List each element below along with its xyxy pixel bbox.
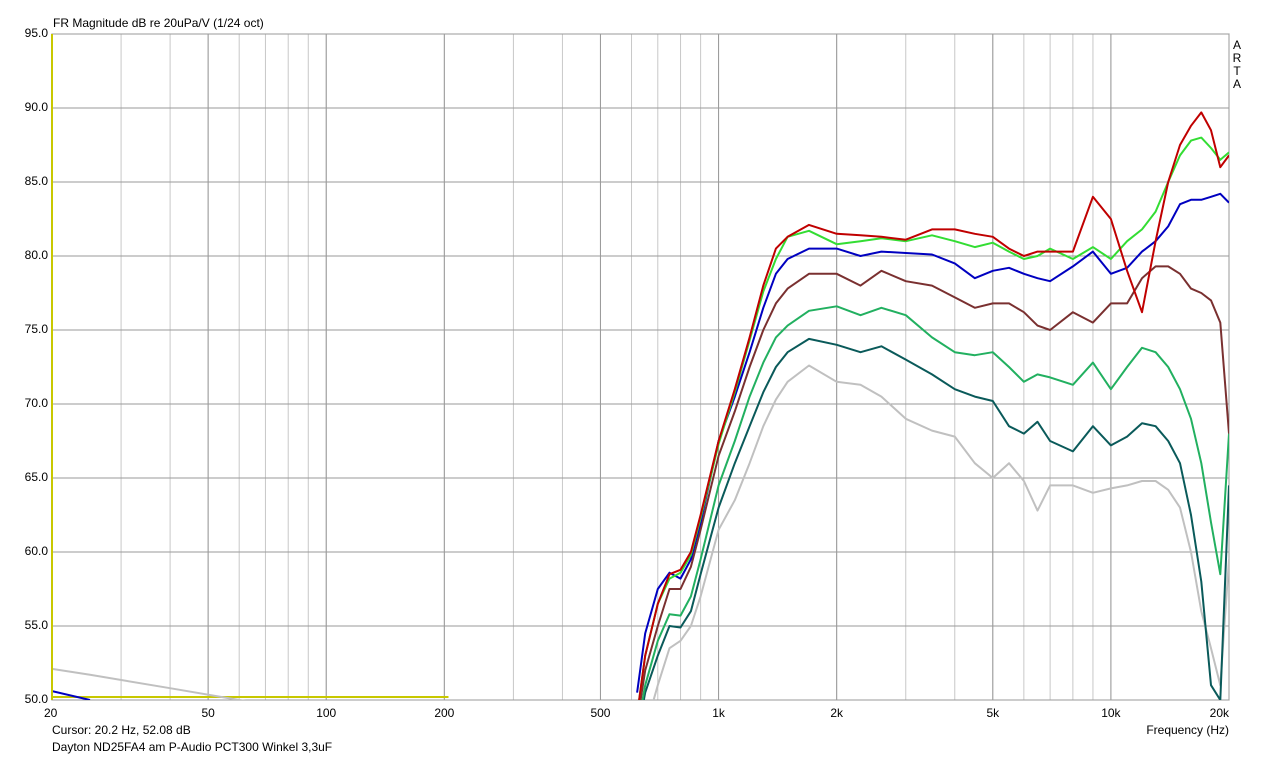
brand: ARTA xyxy=(1230,38,1244,90)
y-tick-label: 85.0 xyxy=(25,174,49,188)
x-axis-label: Frequency (Hz) xyxy=(1146,723,1229,737)
x-tick-label: 20 xyxy=(44,706,58,720)
y-tick-label: 80.0 xyxy=(25,248,49,262)
x-tick-label: 500 xyxy=(590,706,610,720)
y-tick-label: 50.0 xyxy=(25,692,49,706)
x-tick-label: 5k xyxy=(986,706,1000,720)
x-tick-label: 100 xyxy=(316,706,336,720)
series-line xyxy=(641,305,1229,700)
subtitle: Dayton ND25FA4 am P-Audio PCT300 Winkel … xyxy=(52,740,332,754)
series-line xyxy=(642,337,1229,700)
cursor-readout: Cursor: 20.2 Hz, 52.08 dB xyxy=(52,723,191,737)
y-tick-label: 95.0 xyxy=(25,26,49,40)
x-tick-label: 2k xyxy=(830,706,844,720)
x-tick-label: 50 xyxy=(201,706,215,720)
x-tick-label: 200 xyxy=(434,706,454,720)
y-tick-label: 55.0 xyxy=(25,618,49,632)
y-tick-label: 70.0 xyxy=(25,396,49,410)
x-tick-label: 1k xyxy=(712,706,726,720)
x-tick-label: 10k xyxy=(1101,706,1121,720)
series-line xyxy=(52,364,1229,700)
y-tick-label: 65.0 xyxy=(25,470,49,484)
y-tick-label: 75.0 xyxy=(25,322,49,336)
plot-area xyxy=(51,33,1230,701)
y-tick-label: 60.0 xyxy=(25,544,49,558)
x-tick-label: 20k xyxy=(1210,706,1230,720)
series-line xyxy=(638,111,1229,700)
chart-title: FR Magnitude dB re 20uPa/V (1/24 oct) xyxy=(53,16,264,30)
y-tick-label: 90.0 xyxy=(25,100,49,114)
lines xyxy=(52,111,1229,700)
series-line xyxy=(639,265,1229,700)
